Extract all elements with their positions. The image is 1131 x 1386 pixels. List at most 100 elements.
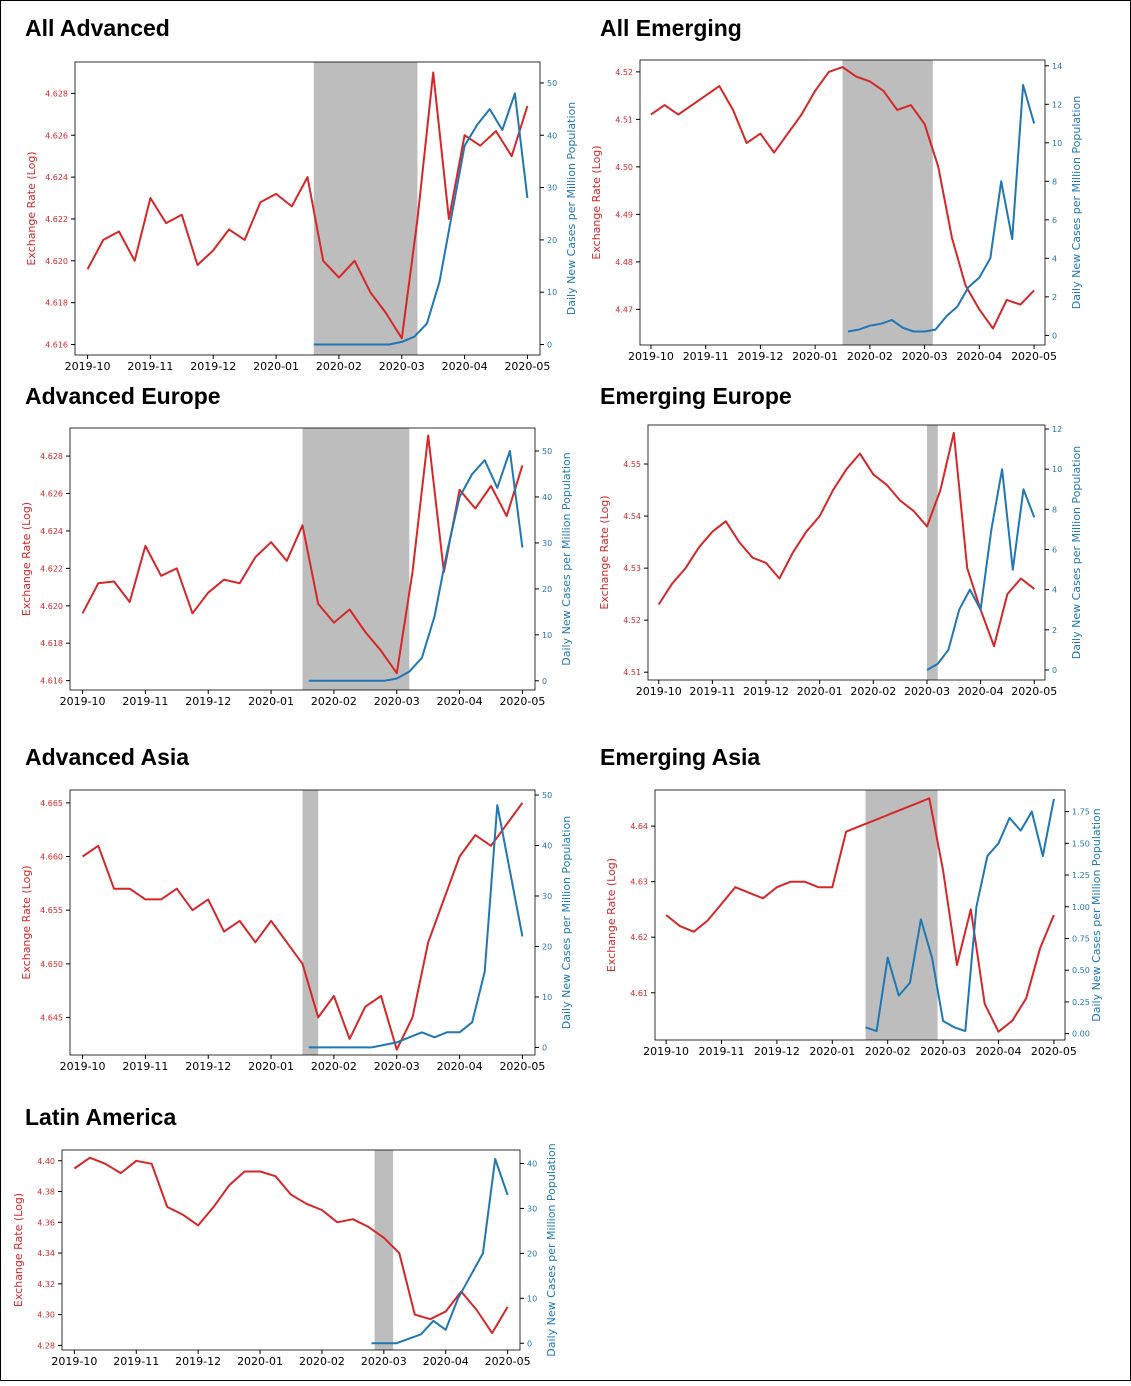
y2-tick-label: 0 (1052, 666, 1057, 675)
y2-tick-label: 0.00 (1072, 1030, 1090, 1039)
y-axis-label: Exchange Rate (Log) (590, 145, 603, 259)
y-axis-label: Exchange Rate (Log) (12, 1193, 25, 1307)
x-tick-label: 2020-05 (1031, 1045, 1077, 1058)
y2-axis-label: Daily New Cases per Million Population (1070, 446, 1083, 659)
y2-tick-label: 8 (1052, 505, 1057, 514)
y2-tick-label: 50 (542, 447, 552, 456)
shaded-period (865, 790, 938, 1040)
y-tick-label: 4.616 (40, 677, 63, 686)
y-tick-label: 4.30 (37, 1311, 55, 1320)
x-tick-label: 2020-04 (442, 360, 488, 373)
y2-tick-label: 10 (542, 993, 552, 1002)
y-tick-label: 4.655 (40, 906, 63, 915)
y2-tick-label: 6 (1052, 216, 1057, 225)
y2-tick-label: 10 (542, 631, 552, 640)
plot-frame (69, 789, 536, 1056)
x-tick-label: 2020-05 (504, 360, 550, 373)
y2-tick-label: 50 (547, 79, 557, 88)
series-line (308, 804, 524, 1049)
x-tick-label: 2020-05 (1011, 350, 1057, 363)
y-tick-label: 4.650 (40, 960, 63, 969)
y2-tick-label: 1.50 (1072, 839, 1090, 848)
y2-tick-label: 1.75 (1072, 808, 1090, 817)
x-tick-label: 2020-03 (904, 685, 950, 698)
y-tick-label: 4.52 (623, 616, 641, 625)
series-line (86, 71, 529, 340)
y-axis-label: Exchange Rate (Log) (605, 858, 618, 972)
y-tick-label: 4.63 (630, 878, 648, 887)
y2-tick-label: 50 (542, 791, 552, 800)
x-tick-label: 2020-03 (374, 1060, 420, 1073)
x-tick-label: 2020-02 (299, 1355, 345, 1368)
x-tick-label: 2020-01 (253, 360, 299, 373)
x-tick-label: 2019-11 (699, 1045, 745, 1058)
x-tick-label: 2019-10 (636, 685, 682, 698)
y2-tick-label: 1.25 (1072, 871, 1090, 880)
x-tick-label: 2020-02 (311, 1060, 357, 1073)
x-tick-label: 2020-05 (485, 1355, 531, 1368)
y-tick-label: 4.618 (45, 299, 68, 308)
chart-title: Advanced Europe (25, 383, 221, 409)
x-tick-label: 2019-12 (754, 1045, 800, 1058)
y2-tick-label: 8 (1052, 177, 1057, 186)
x-tick-label: 2020-05 (499, 695, 545, 708)
y-tick-label: 4.51 (615, 115, 633, 124)
x-tick-label: 2019-10 (65, 360, 111, 373)
y-tick-label: 4.626 (45, 131, 68, 140)
series-line (657, 431, 1035, 648)
x-tick-label: 2020-02 (847, 350, 893, 363)
chart-title: Emerging Europe (600, 383, 792, 409)
y-tick-label: 4.628 (40, 452, 63, 461)
x-tick-label: 2019-10 (60, 1060, 106, 1073)
y2-tick-label: 30 (542, 892, 552, 901)
y-axis-label: Exchange Rate (Log) (20, 865, 33, 979)
x-tick-label: 2020-03 (902, 350, 948, 363)
series-line (82, 802, 524, 1051)
x-tick-label: 2019-12 (185, 1060, 231, 1073)
y2-axis-label: Daily New Cases per Million Population (1070, 96, 1083, 309)
y-tick-label: 4.628 (45, 89, 68, 98)
y2-tick-label: 4 (1052, 254, 1057, 263)
y2-tick-label: 0 (547, 341, 552, 350)
x-tick-label: 2019-11 (683, 350, 729, 363)
x-tick-label: 2020-04 (976, 1045, 1022, 1058)
x-tick-label: 2019-11 (113, 1355, 159, 1368)
x-tick-label: 2019-11 (689, 685, 735, 698)
series-line (650, 66, 1035, 330)
y-tick-label: 4.616 (45, 341, 68, 350)
shaded-period (926, 425, 938, 680)
y-tick-label: 4.38 (37, 1188, 55, 1197)
y2-tick-label: 2 (1052, 293, 1057, 302)
y2-tick-label: 2 (1052, 626, 1057, 635)
series-line (847, 84, 1036, 333)
y-tick-label: 4.618 (40, 639, 63, 648)
x-tick-label: 2020-02 (311, 695, 357, 708)
y-tick-label: 4.49 (615, 210, 633, 219)
y-tick-label: 4.660 (40, 853, 63, 862)
y-tick-label: 4.53 (623, 564, 641, 573)
y-tick-label: 4.54 (623, 512, 641, 521)
y-tick-label: 4.34 (37, 1249, 55, 1258)
y-tick-label: 4.50 (615, 163, 633, 172)
chart-title: Latin America (25, 1104, 176, 1130)
y-tick-label: 4.626 (40, 490, 63, 499)
x-tick-label: 2020-02 (850, 685, 896, 698)
y-tick-label: 4.32 (37, 1280, 55, 1289)
y-axis-label: Exchange Rate (Log) (598, 495, 611, 609)
x-tick-label: 2020-02 (316, 360, 362, 373)
x-tick-label: 2019-10 (628, 350, 674, 363)
x-tick-label: 2020-03 (374, 695, 420, 708)
y2-axis-label: Daily New Cases per Million Population (545, 1143, 558, 1356)
y-tick-label: 4.40 (37, 1157, 55, 1166)
y2-tick-label: 14 (1052, 62, 1062, 71)
x-tick-label: 2019-12 (175, 1355, 221, 1368)
x-tick-label: 2020-03 (361, 1355, 407, 1368)
x-tick-label: 2019-12 (185, 695, 231, 708)
x-tick-label: 2019-10 (60, 695, 106, 708)
y-tick-label: 4.64 (630, 822, 648, 831)
y2-tick-label: 30 (527, 1204, 537, 1213)
y2-tick-label: 30 (542, 539, 552, 548)
y2-tick-label: 10 (547, 288, 557, 297)
y2-tick-label: 0 (542, 677, 547, 686)
